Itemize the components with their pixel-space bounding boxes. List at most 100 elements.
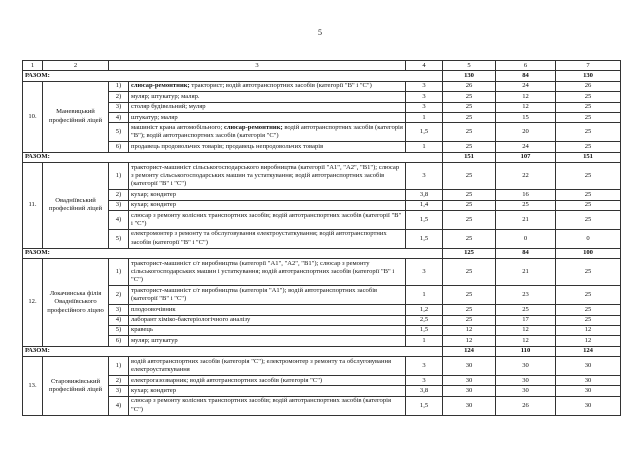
col-7-value: 25 <box>555 199 622 212</box>
profession-text: тракторист; водій автотранспортних засоб… <box>189 82 372 90</box>
professions-text: муляр; штукатур <box>127 335 407 347</box>
item-number: 6) <box>108 335 129 347</box>
profession-text: муляр; штукатур; маляр. <box>131 92 200 100</box>
item-number: 2) <box>108 285 129 306</box>
professions-text: тракторист-машиніст с/г виробництва (кат… <box>127 258 407 287</box>
col-7-value: 30 <box>555 395 622 416</box>
table-row: 4) штукатур; маляр 1 25 15 25 <box>23 112 622 124</box>
professions-text: муляр; штукатур; маляр. <box>127 91 407 103</box>
col-7-value: 25 <box>555 162 622 191</box>
profession-text: продавець продовольчих товарів; продавец… <box>131 142 324 150</box>
total-row: РАЗОМ: 124 110 124 <box>21 345 622 358</box>
professions-text: плодоовочівник <box>127 304 407 316</box>
col-5-value: 25 <box>442 162 497 191</box>
column-header-3: 3 <box>107 59 407 72</box>
col-4-value: 1 <box>405 141 444 153</box>
profession-text: електромонтер з ремонту та обслуговуванн… <box>131 230 387 246</box>
col-7-value: 25 <box>555 189 622 201</box>
col-6-value: 22 <box>495 162 557 191</box>
col-4-value: 3,8 <box>405 385 444 397</box>
professions-text: слюсар-ремонтник; тракторист; водій авто… <box>127 80 407 93</box>
col-6-value: 15 <box>495 112 557 124</box>
item-number: 3) <box>108 304 129 316</box>
total-col-7: 151 <box>555 151 622 164</box>
table-row: 10. Маневицький професійний ліцей 1) слюсар… <box>22 80 622 153</box>
col-5-value: 30 <box>442 374 497 387</box>
col-6-value: 30 <box>495 374 557 387</box>
page-number: 5 <box>318 28 322 37</box>
col-7-value: 30 <box>555 356 622 376</box>
col-5-value: 26 <box>442 80 497 93</box>
item-number: 3) <box>108 385 129 397</box>
total-row: РАЗОМ: 125 84 100 <box>21 247 622 260</box>
table-row: 12. Локачинська філія Овадніївського проф… <box>22 258 622 347</box>
table-row: 4) слюсар з ремонту колісних транспортних… <box>23 395 622 416</box>
table-row: 5) кравець 1,5 12 12 12 <box>23 324 622 337</box>
column-header-6: 6 <box>495 59 557 72</box>
total-row: РАЗОМ: 151 107 151 <box>21 151 622 164</box>
col-7-value: 26 <box>555 80 622 93</box>
col-4-value: 3 <box>405 258 444 287</box>
col-6-value: 16 <box>495 189 557 201</box>
profession-text: тракторист-машиніст с/г виробництва (кат… <box>131 286 378 303</box>
table-row: 4) лаборант хіміко-бактеріологічного анал… <box>23 314 622 326</box>
profession-text: слюсар з ремонту колісних транспортних з… <box>131 397 392 413</box>
profession-text: слюсар з ремонту колісних транспортних з… <box>131 211 402 227</box>
table-row: 2) електрогазозварник; водій автотранспор… <box>23 374 622 387</box>
total-col-5: 151 <box>442 151 497 164</box>
item-number: 5) <box>108 228 129 249</box>
col-4-value: 1,2 <box>405 304 444 316</box>
col-4-value: 1 <box>405 285 444 306</box>
professions-text: кухар; кондитер <box>127 189 407 201</box>
table-row: 11. Овадніївський професійний ліцей 1) трак… <box>22 162 622 249</box>
column-header-4: 4 <box>405 59 444 72</box>
professions-text: тракторист-машиніст сільськогосподарсько… <box>127 162 407 191</box>
total-col-7: 130 <box>555 70 622 82</box>
table-row: 3) кухар; кондитер 3,8 30 30 30 <box>23 385 622 397</box>
item-number: 5) <box>108 122 129 143</box>
professions-text: електромонтер з ремонту та обслуговуванн… <box>127 228 407 249</box>
profession-text: столяр будівельний; муляр <box>131 103 206 111</box>
col-7-value: 25 <box>555 314 622 326</box>
table-row: 2) кухар; кондитер 3,8 25 16 25 <box>23 189 622 201</box>
profession-highlight: слюсар-ремонтник; <box>223 123 283 131</box>
col-7-value: 0 <box>555 228 622 249</box>
item-number: 4) <box>108 210 129 230</box>
col-6-value: 21 <box>495 258 557 287</box>
col-4-value: 3 <box>405 162 444 191</box>
col-6-value: 26 <box>495 395 557 416</box>
col-5-value: 30 <box>442 356 497 376</box>
profession-text: кравець <box>131 326 153 334</box>
col-7-value: 25 <box>555 141 622 153</box>
col-5-value: 30 <box>442 395 497 416</box>
col-4-value: 1,5 <box>405 228 444 249</box>
institution-number: 11. <box>22 162 43 249</box>
col-4-value: 1 <box>405 335 444 347</box>
col-7-value: 25 <box>555 101 622 114</box>
professions-text: кравець <box>127 324 407 337</box>
col-4-value: 1,5 <box>405 395 444 416</box>
col-5-value: 25 <box>442 112 497 124</box>
col-4-value: 1,5 <box>405 122 444 143</box>
table-row: 6) муляр; штукатур 1 12 12 12 <box>23 335 622 347</box>
col-7-value: 12 <box>555 335 622 347</box>
col-4-value: 3 <box>405 374 444 387</box>
col-6-value: 12 <box>495 91 557 103</box>
profession-text: електрогазозварник; водій автотранспортн… <box>131 376 323 384</box>
col-7-value: 25 <box>555 304 622 316</box>
column-header-1: 1 <box>22 59 43 72</box>
col-5-value: 12 <box>442 335 497 347</box>
table-row: 3) столяр будівельний; муляр 3 25 12 25 <box>23 101 622 114</box>
table-row: 4) слюсар з ремонту колісних транспортних… <box>23 210 622 230</box>
institution-name: Старовижівський професійний ліцей <box>42 356 109 416</box>
profession-text: плодоовочівник <box>131 305 176 313</box>
profession-text: водій автотранспортних засобів (категорі… <box>131 357 392 374</box>
profession-text: муляр; штукатур <box>131 336 178 344</box>
professions-text: кухар; кондитер <box>127 385 407 397</box>
col-6-value: 12 <box>495 324 557 337</box>
item-number: 4) <box>108 112 129 124</box>
institution-number: 10. <box>22 80 43 153</box>
col-4-value: 1,5 <box>405 324 444 337</box>
professions-text: тракторист-машиніст с/г виробництва (кат… <box>127 285 407 306</box>
col-5-value: 25 <box>442 258 497 287</box>
